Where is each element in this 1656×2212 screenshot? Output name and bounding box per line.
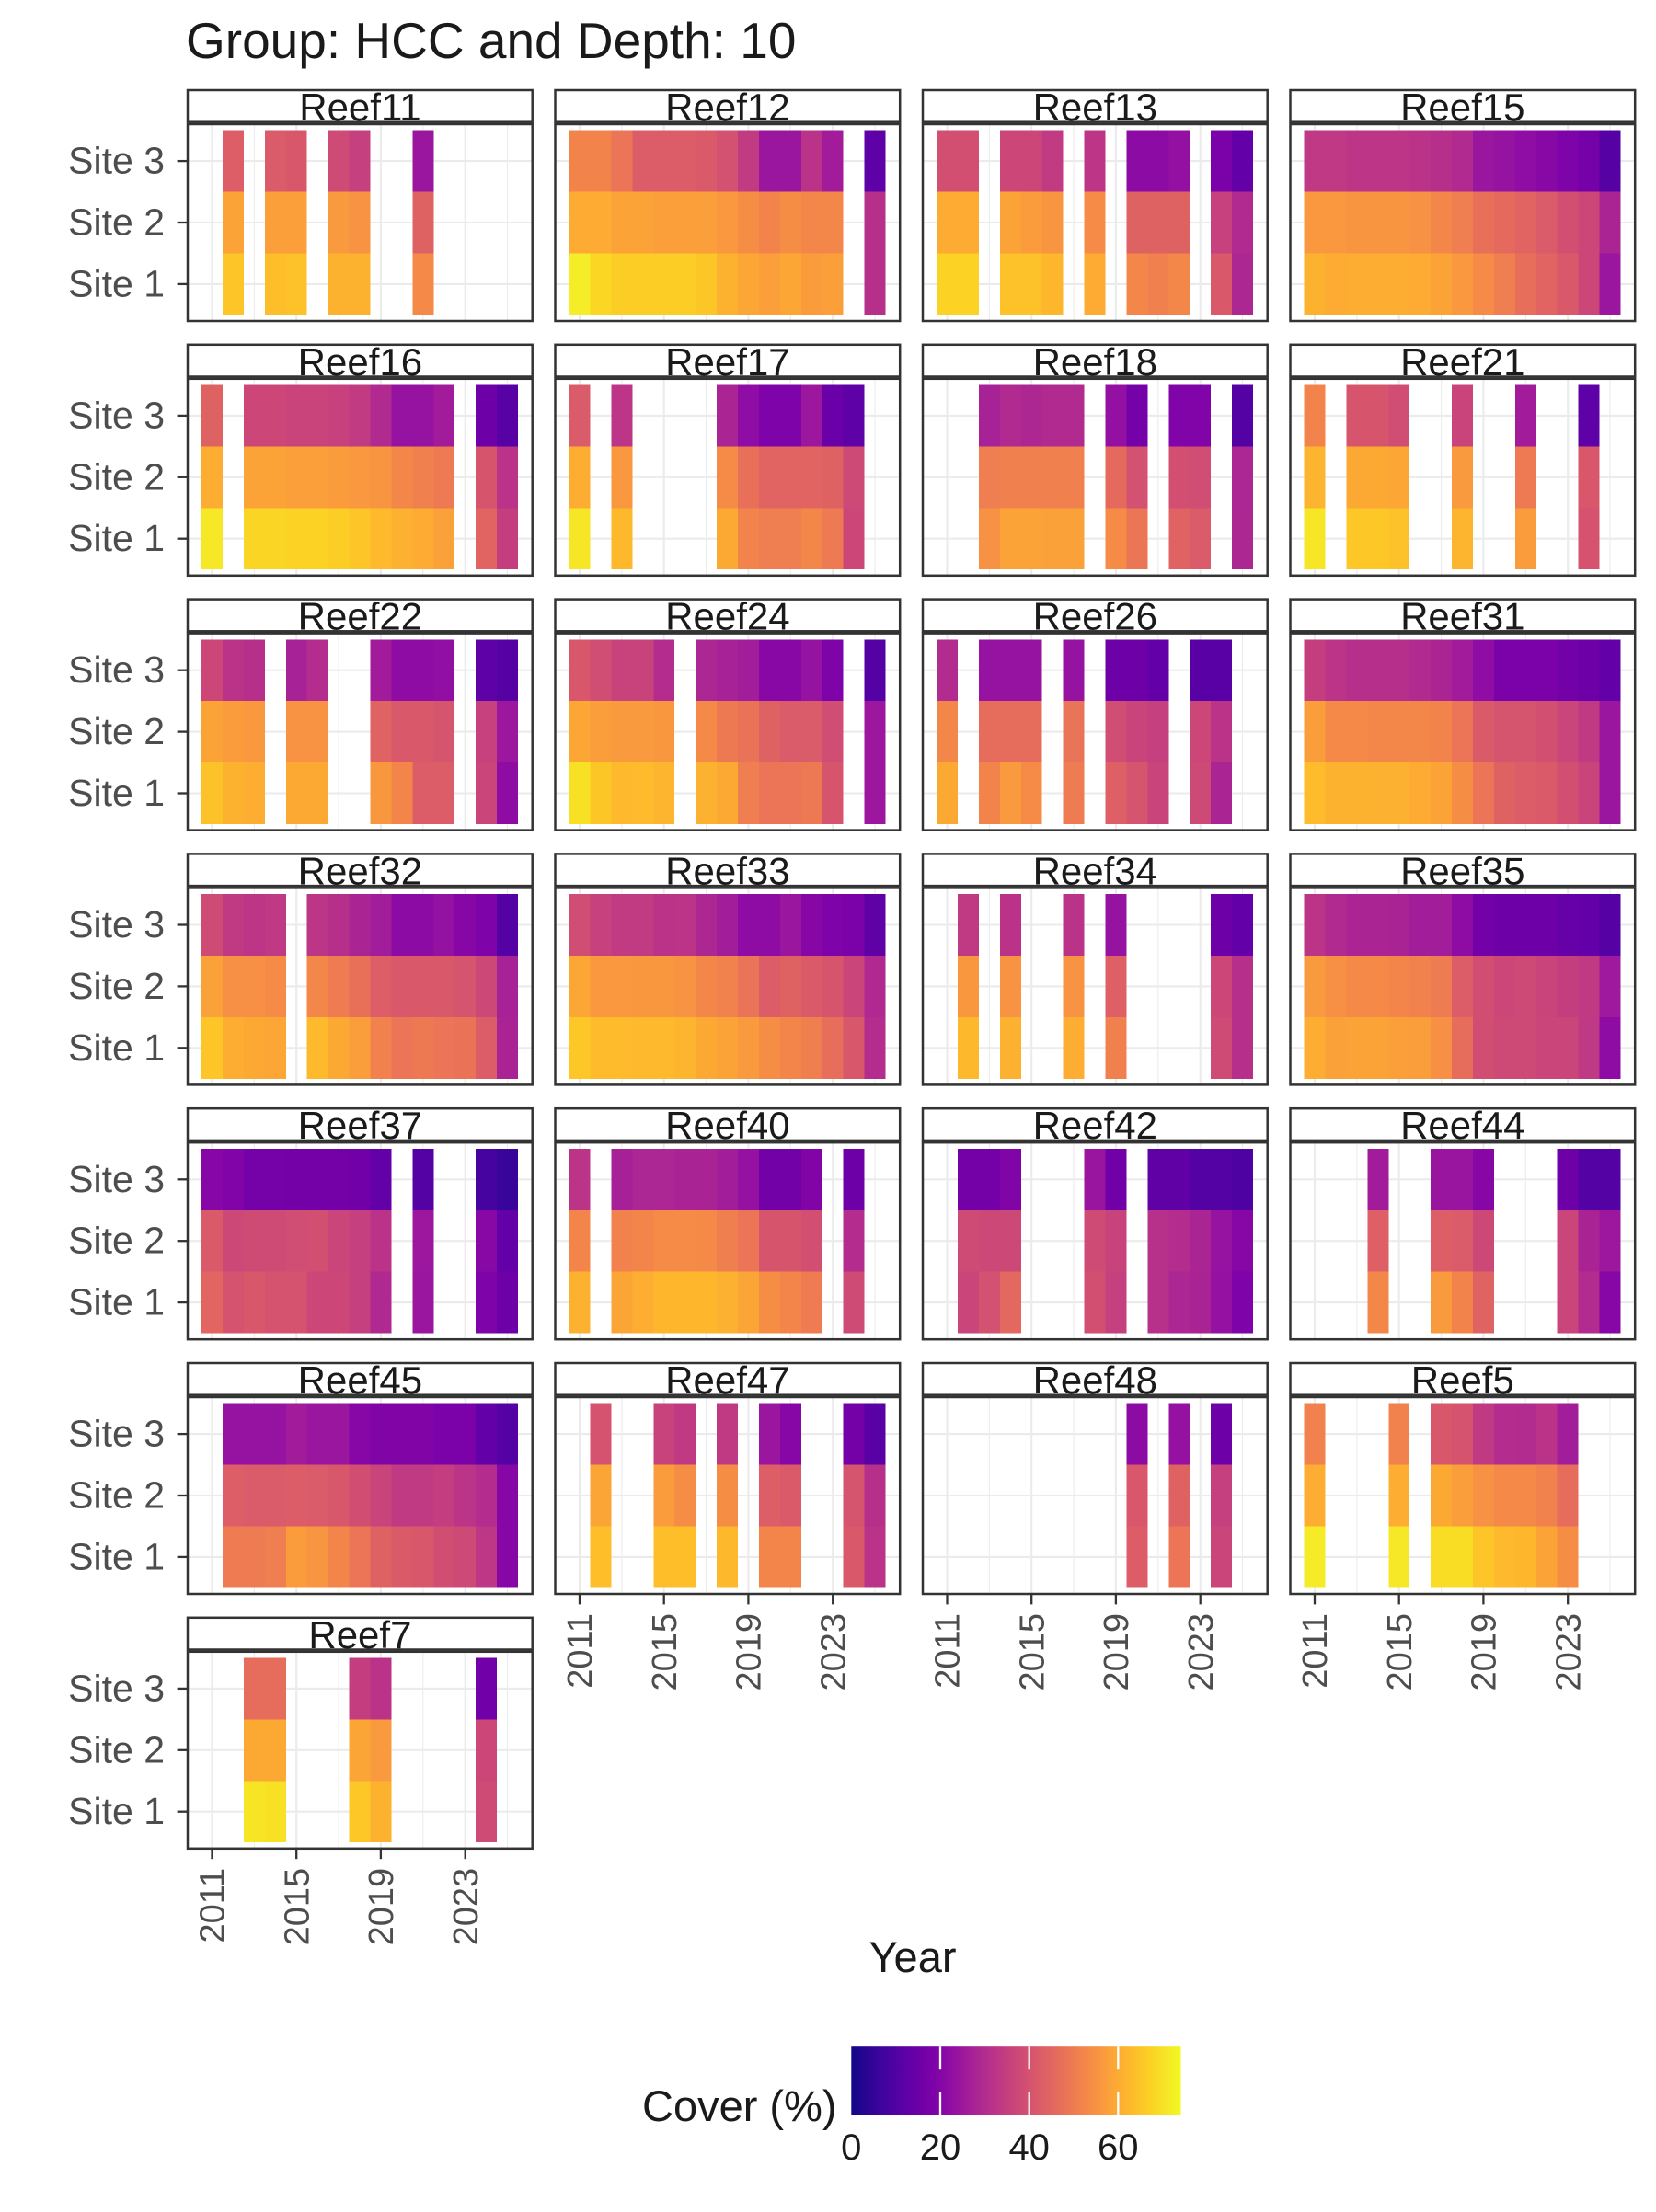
svg-text:Site 2: Site 2 [68, 455, 165, 498]
svg-text:Reef26: Reef26 [1033, 595, 1157, 638]
svg-text:Site 3: Site 3 [68, 1413, 165, 1455]
svg-text:Site 1: Site 1 [68, 772, 165, 814]
svg-text:Reef11: Reef11 [299, 86, 420, 129]
svg-text:Site 2: Site 2 [68, 1474, 165, 1517]
svg-text:Reef34: Reef34 [1033, 849, 1157, 892]
svg-text:Site 3: Site 3 [68, 1667, 165, 1709]
svg-text:Reef7: Reef7 [308, 1613, 411, 1656]
svg-text:Site 1: Site 1 [68, 1790, 165, 1832]
svg-text:2019: 2019 [730, 1613, 769, 1691]
svg-text:Reef47: Reef47 [665, 1358, 789, 1402]
svg-text:0: 0 [841, 2127, 861, 2168]
svg-text:Year: Year [869, 1932, 957, 1981]
svg-text:2015: 2015 [1381, 1613, 1420, 1691]
svg-text:Reef40: Reef40 [665, 1104, 789, 1147]
svg-text:Site 1: Site 1 [68, 262, 165, 304]
svg-text:Site 1: Site 1 [68, 517, 165, 559]
svg-text:2011: 2011 [929, 1613, 968, 1689]
svg-text:2023: 2023 [447, 1868, 486, 1946]
svg-text:Reef18: Reef18 [1033, 340, 1157, 384]
svg-text:Site 3: Site 3 [68, 1158, 165, 1200]
svg-text:2015: 2015 [1013, 1613, 1052, 1691]
svg-text:Reef21: Reef21 [1400, 340, 1524, 384]
svg-text:2023: 2023 [1182, 1613, 1221, 1691]
svg-text:Site 1: Site 1 [68, 1026, 165, 1069]
svg-text:Reef17: Reef17 [665, 340, 789, 384]
svg-text:2023: 2023 [814, 1613, 853, 1691]
svg-text:Reef16: Reef16 [298, 340, 422, 384]
svg-text:Reef24: Reef24 [665, 595, 789, 638]
svg-text:Site 3: Site 3 [68, 394, 165, 436]
svg-text:Reef15: Reef15 [1400, 86, 1524, 129]
svg-text:40: 40 [1008, 2127, 1050, 2168]
svg-text:Reef32: Reef32 [298, 849, 422, 892]
svg-text:Site 1: Site 1 [68, 1535, 165, 1577]
svg-text:2023: 2023 [1549, 1613, 1588, 1691]
svg-text:2015: 2015 [278, 1868, 316, 1946]
svg-text:Reef13: Reef13 [1033, 86, 1157, 129]
svg-text:Reef37: Reef37 [298, 1104, 422, 1147]
svg-text:Reef42: Reef42 [1033, 1104, 1157, 1147]
svg-text:Reef31: Reef31 [1400, 595, 1524, 638]
svg-text:2011: 2011 [561, 1613, 600, 1689]
svg-text:Reef12: Reef12 [665, 86, 789, 129]
svg-text:Reef44: Reef44 [1400, 1104, 1524, 1147]
svg-text:Reef5: Reef5 [1411, 1358, 1514, 1402]
svg-text:Reef48: Reef48 [1033, 1358, 1157, 1402]
svg-text:Site 2: Site 2 [68, 1220, 165, 1262]
svg-text:2011: 2011 [1296, 1613, 1335, 1689]
svg-text:Site 2: Site 2 [68, 1728, 165, 1771]
svg-text:Site 3: Site 3 [68, 140, 165, 182]
svg-text:20: 20 [920, 2127, 961, 2168]
svg-text:Site 3: Site 3 [68, 903, 165, 946]
svg-text:Site 3: Site 3 [68, 648, 165, 691]
svg-text:Reef35: Reef35 [1400, 849, 1524, 892]
svg-text:Reef45: Reef45 [298, 1358, 422, 1402]
svg-text:Cover (%): Cover (%) [642, 2081, 837, 2130]
svg-text:2019: 2019 [1098, 1613, 1136, 1691]
svg-text:2011: 2011 [194, 1868, 233, 1943]
svg-text:60: 60 [1098, 2127, 1139, 2168]
svg-text:Site 1: Site 1 [68, 1281, 165, 1324]
svg-text:2019: 2019 [1466, 1613, 1504, 1691]
svg-text:Site 2: Site 2 [68, 201, 165, 244]
svg-text:Reef33: Reef33 [665, 849, 789, 892]
svg-text:Site 2: Site 2 [68, 710, 165, 752]
svg-text:2015: 2015 [646, 1613, 684, 1691]
svg-text:Reef22: Reef22 [298, 595, 422, 638]
svg-text:Group: HCC and Depth: 10: Group: HCC and Depth: 10 [186, 12, 796, 69]
svg-text:Site 2: Site 2 [68, 965, 165, 1007]
svg-text:2019: 2019 [362, 1868, 401, 1946]
